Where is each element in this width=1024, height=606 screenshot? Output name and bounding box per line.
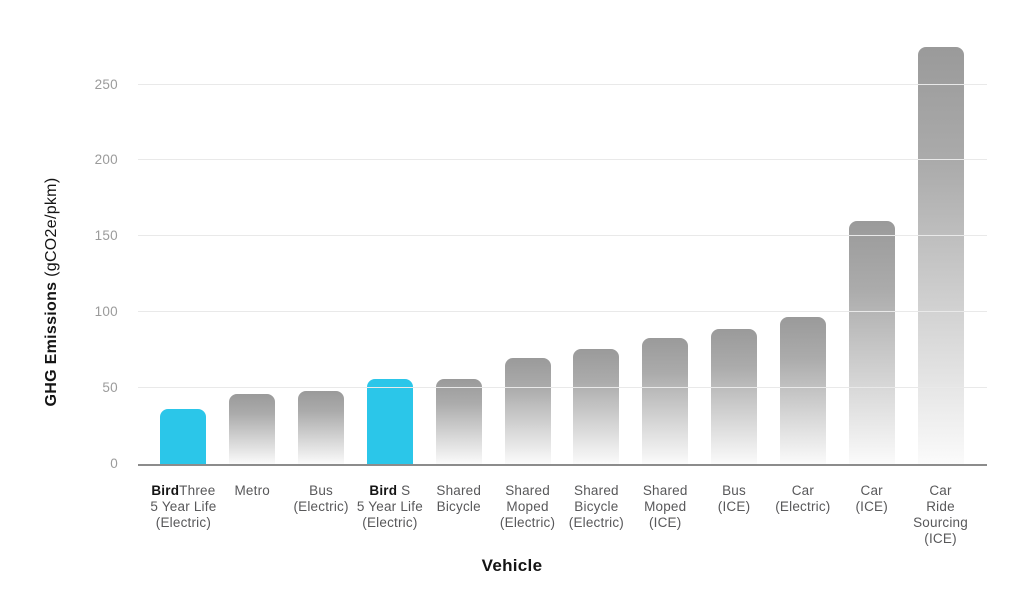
x-category-label: Car (Electric): [775, 483, 831, 514]
y-axis-title-bold: GHG Emissions: [43, 281, 60, 407]
gridline-200: [138, 159, 987, 161]
bar-column-4: [355, 0, 424, 464]
bar-column-7: [562, 0, 631, 464]
x-category-label: Shared Moped (Electric): [499, 483, 556, 530]
bar: [366, 379, 413, 464]
bar-column-2: [218, 0, 287, 464]
y-tick-label-0: 0: [110, 456, 118, 471]
bar: [779, 316, 826, 464]
x-category-label: Bus (ICE): [717, 483, 751, 514]
bar: [848, 221, 895, 464]
y-tick-label-100: 100: [94, 304, 118, 320]
x-category-label: Car Ride Sourcing (ICE): [913, 483, 968, 546]
y-axis-title-unit: (gCO2e/pkm): [43, 177, 60, 282]
bar-column-10: [768, 0, 837, 464]
bar: [160, 409, 207, 464]
bar-column-9: [700, 0, 769, 464]
x-axis-title: Vehicle: [481, 556, 543, 575]
bar-column-5: [424, 0, 493, 464]
bar-column-11: [837, 0, 906, 464]
x-category-label: Car (ICE): [855, 483, 888, 514]
gridline-50: [138, 387, 987, 389]
gridline-150: [138, 235, 987, 237]
x-category-label: Shared Bicycle: [436, 483, 482, 514]
bar: [917, 46, 964, 464]
y-tick-label-150: 150: [94, 228, 118, 244]
bar: [229, 394, 276, 464]
bar: [573, 348, 620, 464]
bar-column-8: [631, 0, 700, 464]
bar: [711, 328, 758, 464]
bar-column-12: [906, 0, 975, 464]
y-tick-label-250: 250: [94, 76, 118, 92]
x-category-label: Shared Bicycle (Electric): [568, 483, 624, 530]
bar-column-1: [149, 0, 218, 464]
plot-area: [138, 0, 987, 466]
y-axis-title: GHG Emissions (gCO2e/pkm): [43, 178, 61, 407]
bar: [504, 357, 551, 464]
x-category-label: Bus (Electric): [293, 483, 349, 514]
y-tick-label-200: 200: [94, 152, 118, 168]
x-category-labels: BirdThree 5 Year Life (Electric) Metro Bus (E…: [149, 483, 975, 547]
bar: [642, 338, 689, 464]
x-category-label: Shared Moped (ICE): [642, 483, 688, 530]
bars-row: [149, 0, 975, 464]
x-category-label: BirdThree 5 Year Life (Electric): [150, 483, 217, 530]
y-tick-label-50: 50: [102, 380, 118, 396]
gridline-100: [138, 311, 987, 313]
bar: [298, 391, 345, 464]
bar-column-6: [493, 0, 562, 464]
bar: [435, 379, 482, 464]
x-category-label: Metro: [234, 483, 270, 498]
gridline-250: [138, 83, 987, 85]
bar-column-3: [287, 0, 356, 464]
